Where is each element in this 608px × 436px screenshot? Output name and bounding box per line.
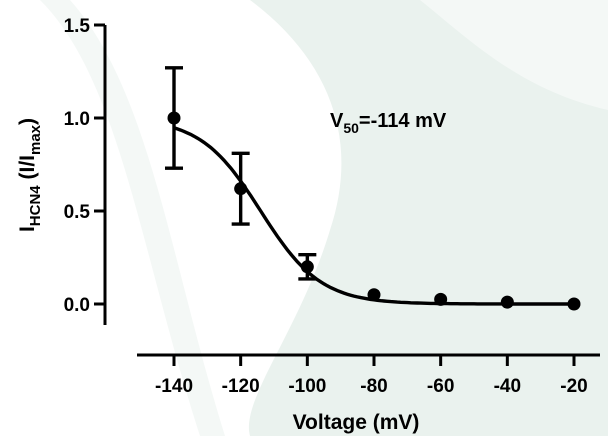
data-point <box>434 292 448 306</box>
x-tick-label: -100 <box>288 376 326 397</box>
y-axis-title: IHCN4 (I/Imax) <box>16 118 44 232</box>
y-tick-label: 0.5 <box>64 202 91 223</box>
x-axis-title: Voltage (mV) <box>293 411 420 434</box>
y-tick-label: 0.0 <box>64 295 90 316</box>
data-point <box>367 288 381 302</box>
y-tick-label: 1.5 <box>64 16 91 37</box>
x-tick-label: -140 <box>155 376 193 397</box>
data-points <box>167 111 581 311</box>
data-point <box>567 297 581 311</box>
x-tick-label: -80 <box>360 376 387 397</box>
error-bars <box>165 66 317 281</box>
y-tick-label: 1.0 <box>64 109 90 130</box>
x-tick-label: -40 <box>494 376 521 397</box>
watermark-background <box>40 0 608 436</box>
x-ticks: -140 -120 -100 -80 -60 -40 -20 <box>155 355 588 397</box>
data-point <box>500 295 514 309</box>
x-tick-label: -120 <box>222 376 260 397</box>
data-point <box>300 260 314 274</box>
x-tick-label: -60 <box>427 376 454 397</box>
data-point <box>167 111 181 125</box>
x-tick-label: -20 <box>560 376 587 397</box>
v50-annotation: V50=-114 mV <box>330 110 447 136</box>
y-ticks: 0.0 0.5 1.0 1.5 <box>64 16 105 316</box>
data-point <box>234 182 248 196</box>
